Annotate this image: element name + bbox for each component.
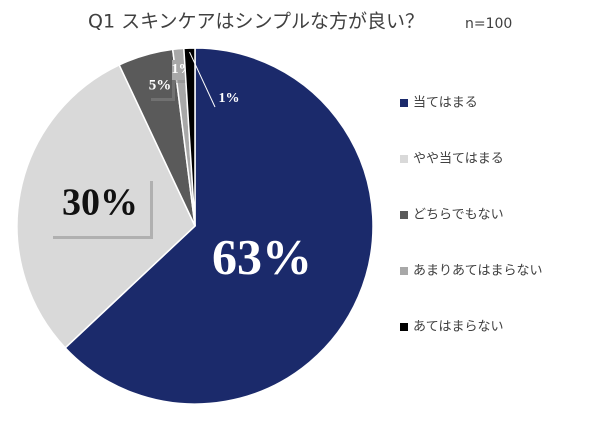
data-label: 5% bbox=[149, 77, 172, 93]
data-label: 1% bbox=[219, 91, 240, 106]
legend-label: やや当てはまる bbox=[413, 152, 504, 167]
chart-subtitle: n=100 bbox=[465, 16, 512, 32]
data-label: 63% bbox=[212, 228, 312, 284]
data-label: 30% bbox=[62, 182, 138, 224]
legend-label: 当てはまる bbox=[413, 96, 478, 111]
pie-slice bbox=[64, 47, 374, 405]
legend-marker bbox=[400, 155, 408, 163]
pie-slice bbox=[183, 47, 196, 227]
legend-marker bbox=[400, 211, 408, 219]
label-box bbox=[50, 178, 150, 236]
label-box bbox=[148, 74, 172, 98]
legend-marker bbox=[400, 267, 408, 275]
legend-marker bbox=[400, 323, 408, 331]
legend-marker bbox=[400, 99, 408, 107]
chart-title: Q1 スキンケアはシンプルな方が良い？ bbox=[88, 11, 424, 33]
legend-label: あまりあてはまらない bbox=[413, 264, 542, 279]
legend-label: どちらでもない bbox=[413, 208, 504, 223]
leader-line bbox=[189, 51, 216, 108]
legend-label: あてはまらない bbox=[413, 320, 503, 335]
